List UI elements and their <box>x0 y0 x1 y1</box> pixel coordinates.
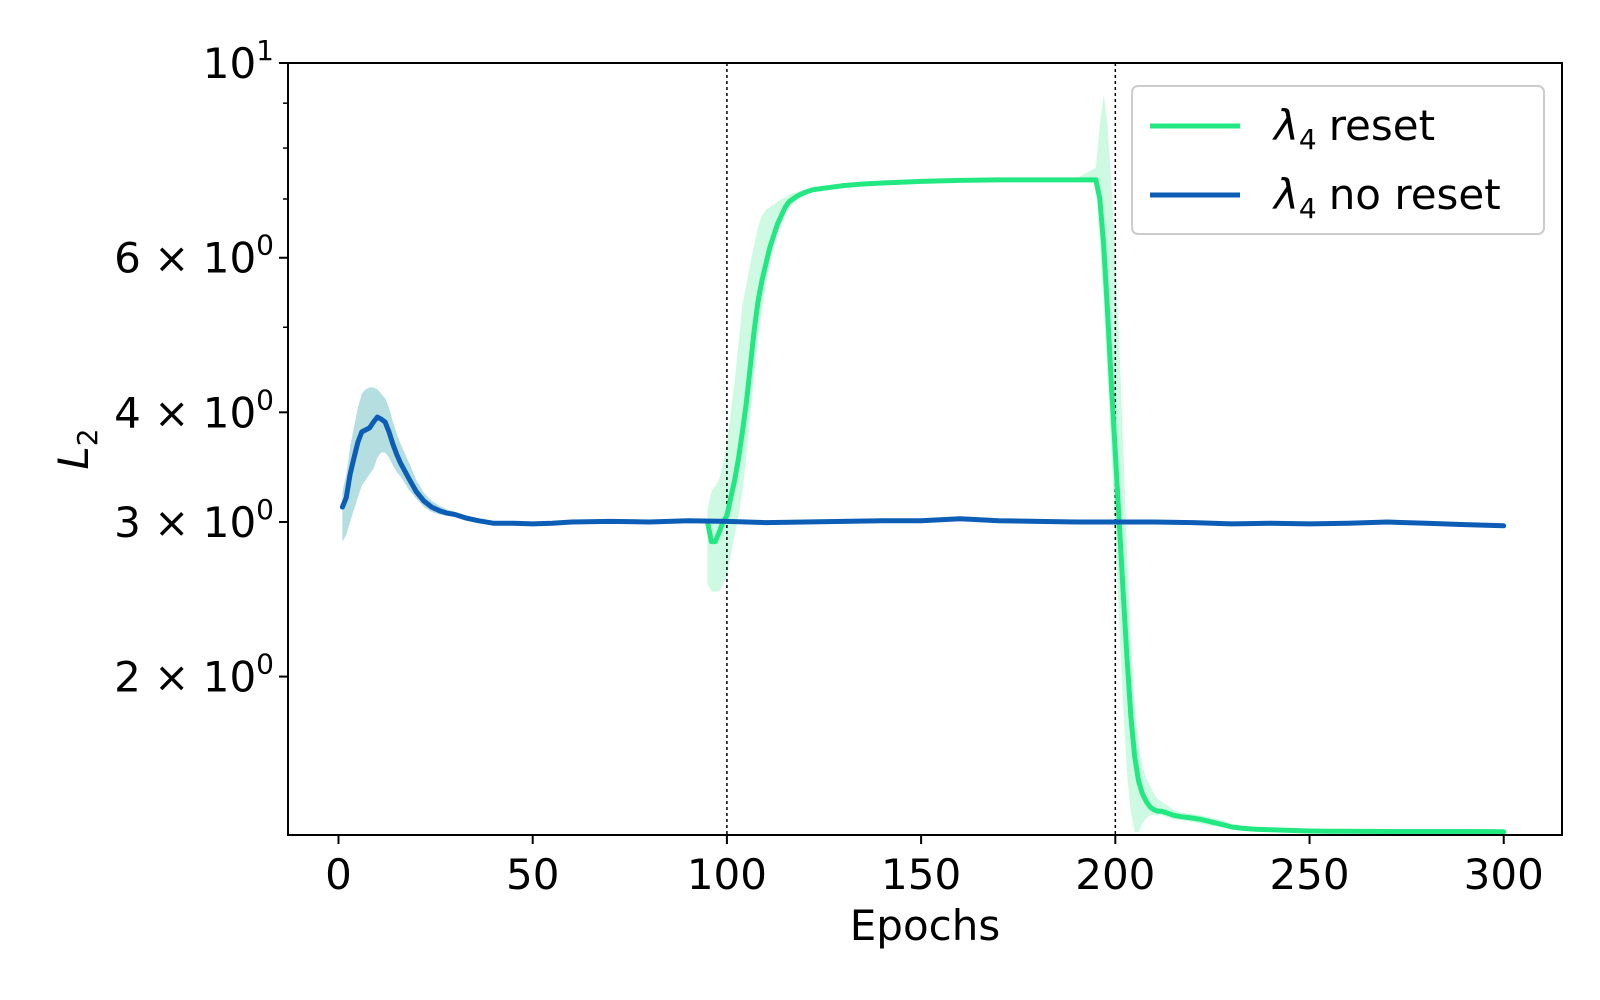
y-tick-label: 3 × 100 <box>114 493 274 547</box>
x-axis-title: Epochs <box>850 901 1001 950</box>
y-axis-title-subscript: 2 <box>71 428 104 446</box>
x-tick-label: 300 <box>1464 850 1544 899</box>
series-line-1 <box>339 414 1507 529</box>
x-axis: 0 50 100 150 200 250 300 <box>325 835 1544 899</box>
y-axis-title: L2 <box>49 428 104 469</box>
y-axis-title-base: L <box>49 446 98 469</box>
legend-entry-reset: λ4 reset <box>1150 101 1435 156</box>
legend-entry-no-reset: λ4 no reset <box>1150 170 1501 225</box>
legend-label-reset: λ4 reset <box>1272 101 1435 156</box>
x-tick-label: 100 <box>687 850 767 899</box>
y-axis: 101 6 × 100 4 × 100 3 × 100 2 × 100 <box>114 34 288 702</box>
y-tick-label: 6 × 100 <box>114 229 274 283</box>
y-tick-label: 4 × 100 <box>114 383 274 437</box>
plot-frame <box>287 62 1563 836</box>
legend-label-no-reset: λ4 no reset <box>1272 170 1501 225</box>
x-tick-label: 150 <box>881 850 961 899</box>
x-tick-label: 250 <box>1269 850 1349 899</box>
x-tick-label: 50 <box>506 850 559 899</box>
legend: λ4 reset λ4 no reset <box>1131 85 1545 235</box>
series-lines <box>339 177 1507 835</box>
x-tick-label: 200 <box>1075 850 1155 899</box>
y-tick-label: 2 × 100 <box>114 648 274 702</box>
series-line-0 <box>705 177 1507 835</box>
x-tick-label: 0 <box>325 850 352 899</box>
y-tick-label: 101 <box>203 34 274 88</box>
